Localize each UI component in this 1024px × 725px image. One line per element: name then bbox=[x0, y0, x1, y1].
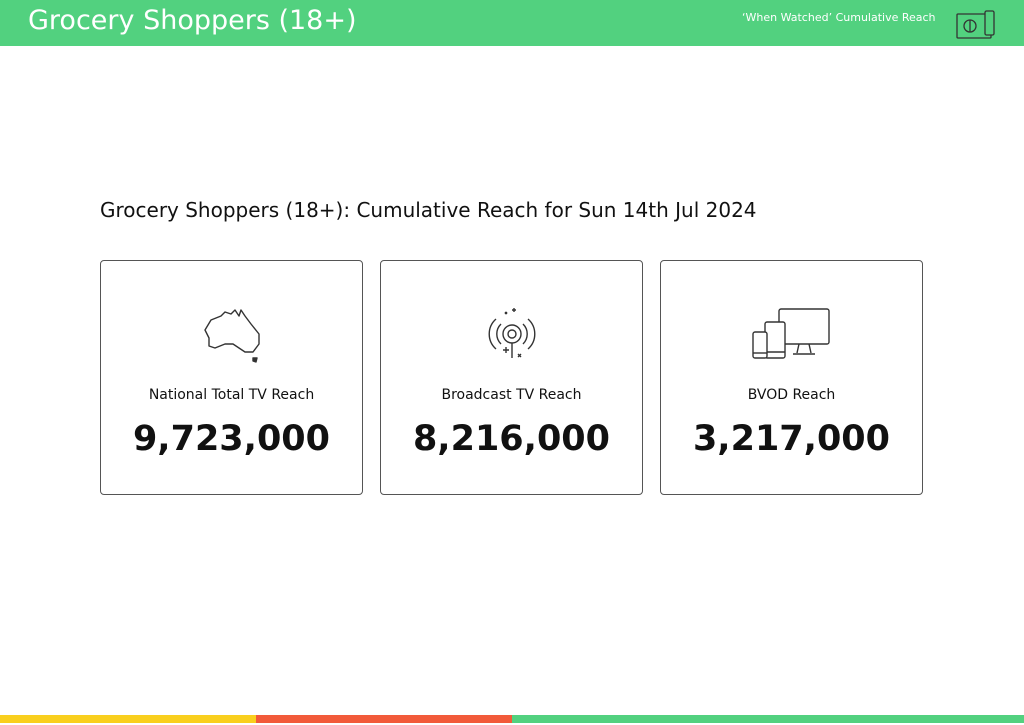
card-label: BVOD Reach bbox=[747, 387, 836, 403]
broadcast-icon bbox=[488, 308, 536, 358]
reach-card: Broadcast TV Reach 8,216,000 bbox=[380, 260, 643, 495]
devices-icon bbox=[752, 308, 830, 359]
footer-strip bbox=[256, 715, 512, 723]
header-title: Grocery Shoppers (18+) bbox=[28, 5, 357, 36]
reach-card: National Total TV Reach 9,723,000 bbox=[100, 260, 363, 495]
header-icon bbox=[956, 10, 995, 39]
card-value: 3,217,000 bbox=[692, 419, 891, 459]
footer-strip bbox=[512, 715, 1024, 723]
card-label: Broadcast TV Reach bbox=[441, 387, 582, 403]
header: Grocery Shoppers (18+) ‘When Watched’ Cu… bbox=[0, 0, 1024, 46]
footer-strip bbox=[0, 715, 256, 723]
australia-icon bbox=[204, 309, 260, 363]
reach-card: BVOD Reach 3,217,000 bbox=[660, 260, 923, 495]
header-subtitle: ‘When Watched’ Cumulative Reach bbox=[742, 11, 936, 24]
card-value: 9,723,000 bbox=[132, 419, 331, 459]
card-label: National Total TV Reach bbox=[148, 387, 315, 403]
card-value: 8,216,000 bbox=[412, 419, 611, 459]
section-title: Grocery Shoppers (18+): Cumulative Reach… bbox=[100, 198, 757, 222]
